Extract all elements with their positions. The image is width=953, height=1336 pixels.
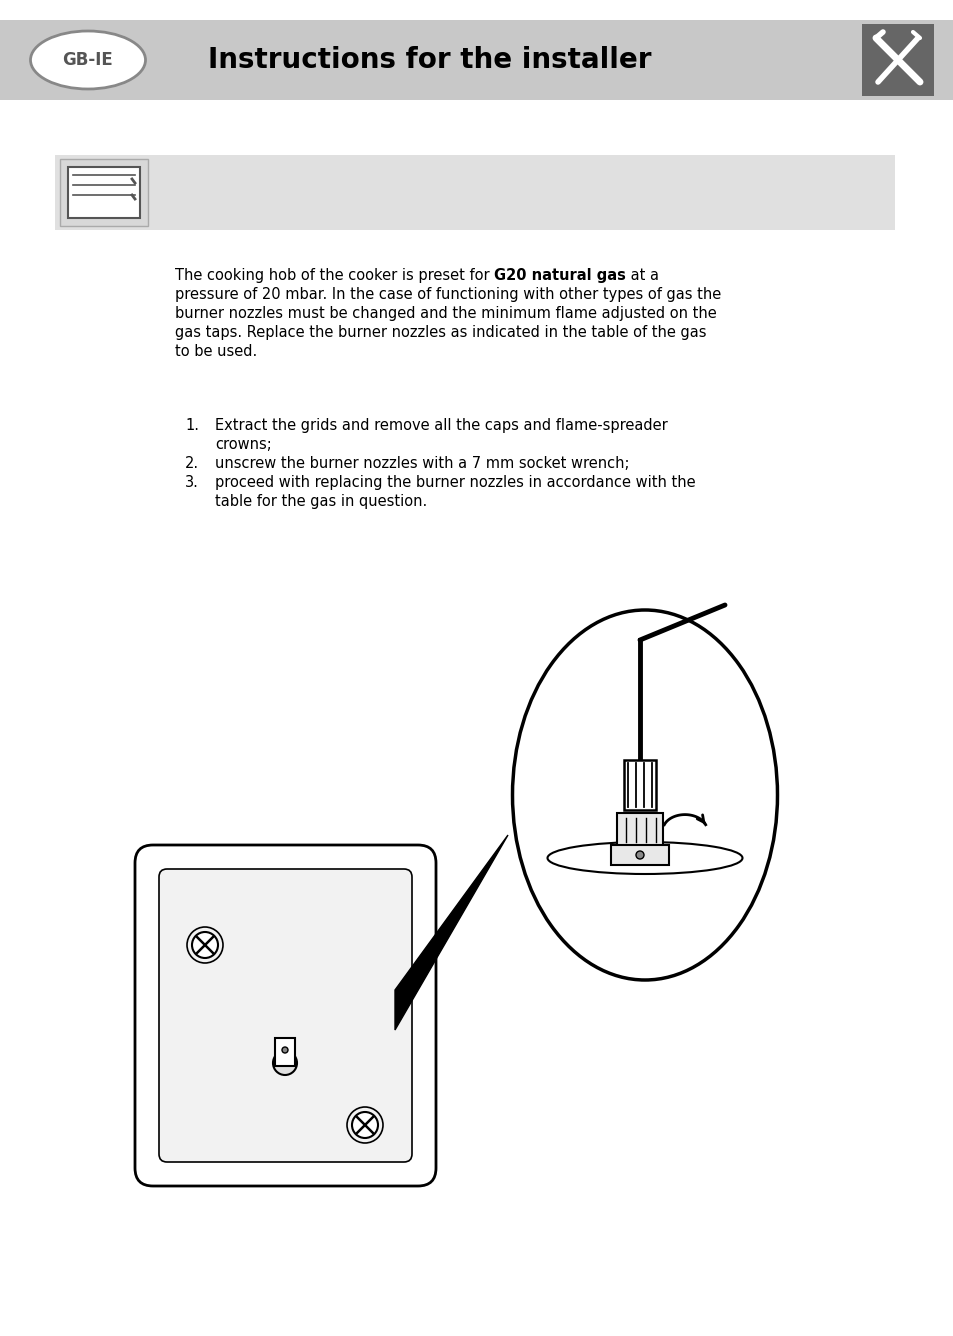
Bar (862, 24, 933, 96)
Bar (60, 159, 148, 226)
Polygon shape (395, 835, 507, 1030)
Circle shape (282, 1047, 288, 1053)
FancyBboxPatch shape (617, 814, 662, 847)
FancyBboxPatch shape (623, 760, 656, 810)
FancyBboxPatch shape (159, 868, 412, 1162)
Ellipse shape (512, 611, 777, 981)
Text: pressure of 20 mbar. In the case of functioning with other types of gas the: pressure of 20 mbar. In the case of func… (174, 287, 720, 302)
Text: burner nozzles must be changed and the minimum flame adjusted on the: burner nozzles must be changed and the m… (174, 306, 716, 321)
Circle shape (273, 1051, 296, 1075)
Bar (55, 155, 894, 230)
Text: Extract the grids and remove all the caps and flame-spreader: Extract the grids and remove all the cap… (214, 418, 667, 433)
Text: gas taps. Replace the burner nozzles as indicated in the table of the gas: gas taps. Replace the burner nozzles as … (174, 325, 706, 339)
Text: proceed with replacing the burner nozzles in accordance with the: proceed with replacing the burner nozzle… (214, 476, 695, 490)
Text: 3.: 3. (185, 476, 198, 490)
Circle shape (352, 1112, 377, 1138)
Text: 1.: 1. (185, 418, 199, 433)
Bar (68, 167, 140, 218)
Circle shape (636, 851, 643, 859)
FancyBboxPatch shape (135, 844, 436, 1186)
Text: The cooking hob of the cooker is preset for: The cooking hob of the cooker is preset … (174, 269, 494, 283)
Text: to be used.: to be used. (174, 343, 257, 359)
Circle shape (192, 933, 218, 958)
Text: unscrew the burner nozzles with a 7 mm socket wrench;: unscrew the burner nozzles with a 7 mm s… (214, 456, 629, 472)
Text: Instructions for the installer: Instructions for the installer (208, 45, 651, 73)
Text: crowns;: crowns; (214, 437, 272, 452)
Text: table for the gas in question.: table for the gas in question. (214, 494, 427, 509)
Text: G20 natural gas: G20 natural gas (494, 269, 625, 283)
Text: at a: at a (625, 269, 659, 283)
Text: 2.: 2. (185, 456, 199, 472)
FancyBboxPatch shape (610, 844, 668, 864)
Ellipse shape (30, 31, 146, 90)
FancyBboxPatch shape (274, 1038, 294, 1066)
Text: GB-IE: GB-IE (63, 51, 113, 69)
Bar (0, 20, 953, 100)
